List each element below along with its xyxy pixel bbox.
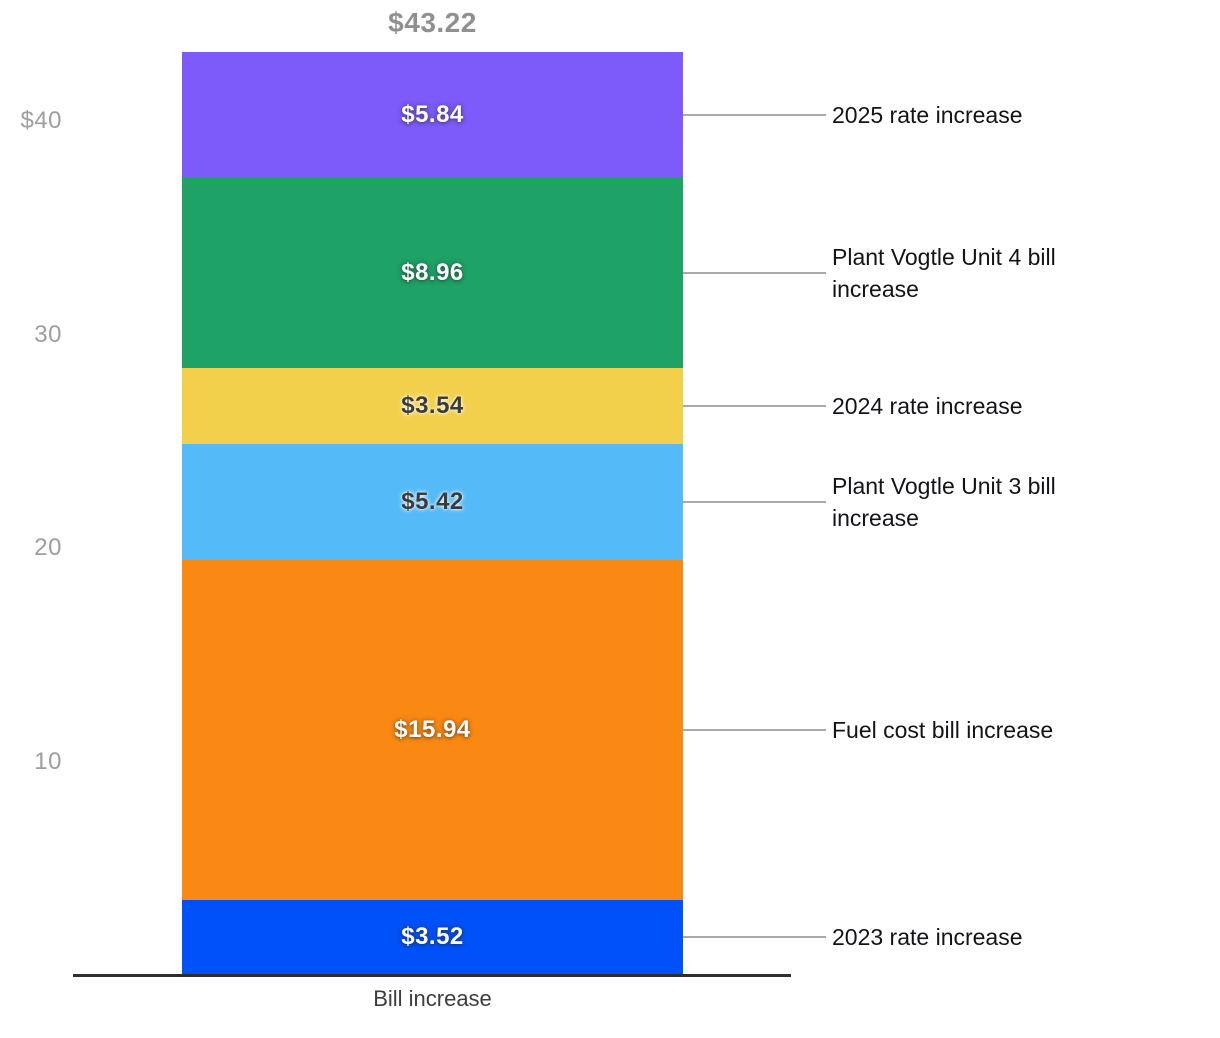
connector-line-plant-vogtle-unit-3-bill-increase (683, 500, 826, 503)
bar-segment-plant-vogtle-unit-3-bill-increase: $5.42 (182, 443, 683, 560)
y-tick-20: 20 (34, 534, 62, 561)
segment-annotation-plant-vogtle-unit-4-bill-increase: Plant Vogtle Unit 4 bill increase (832, 243, 1056, 302)
segment-value-label-plant-vogtle-unit-3-bill-increase: $5.42 (401, 487, 464, 515)
segment-value-label-fuel-cost-bill-increase: $15.94 (394, 715, 471, 743)
segment-annotation-2025-rate-increase: 2025 rate increase (832, 101, 1023, 128)
segment-annotation-plant-vogtle-unit-3-bill-increase: Plant Vogtle Unit 3 bill increase (832, 472, 1056, 531)
bar-segment-2025-rate-increase: $5.84 (182, 52, 683, 177)
y-tick-30: 30 (34, 320, 62, 348)
total-value-label: $43.22 (388, 7, 477, 38)
bar-segment-plant-vogtle-unit-4-bill-increase: $8.96 (182, 176, 683, 369)
segment-value-label-2023-rate-increase: $3.52 (401, 923, 464, 951)
connector-line-fuel-cost-bill-increase (683, 728, 826, 731)
segment-value-label-2025-rate-increase: $5.84 (401, 100, 464, 128)
y-tick-10: 10 (34, 747, 62, 775)
y-tick-40: $40 (20, 107, 62, 134)
segment-annotation-2024-rate-increase: 2024 rate increase (832, 393, 1023, 420)
segment-value-label-2024-rate-increase: $3.54 (401, 392, 464, 419)
bar-segment-2023-rate-increase: $3.52 (182, 899, 683, 975)
connector-line-2025-rate-increase (683, 113, 826, 116)
connector-line-2024-rate-increase (683, 405, 826, 408)
connector-line-plant-vogtle-unit-4-bill-increase (683, 271, 826, 274)
x-axis-line (73, 974, 791, 977)
x-axis-label: Bill increase (373, 986, 492, 1011)
bar-segment-fuel-cost-bill-increase: $15.94 (182, 559, 683, 900)
segment-annotation-2023-rate-increase: 2023 rate increase (832, 924, 1023, 951)
segment-value-label-plant-vogtle-unit-4-bill-increase: $8.96 (401, 258, 464, 286)
segment-annotation-fuel-cost-bill-increase: Fuel cost bill increase (832, 716, 1054, 743)
bar-segment-2024-rate-increase: $3.54 (182, 368, 683, 444)
connector-line-2023-rate-increase (683, 936, 826, 939)
